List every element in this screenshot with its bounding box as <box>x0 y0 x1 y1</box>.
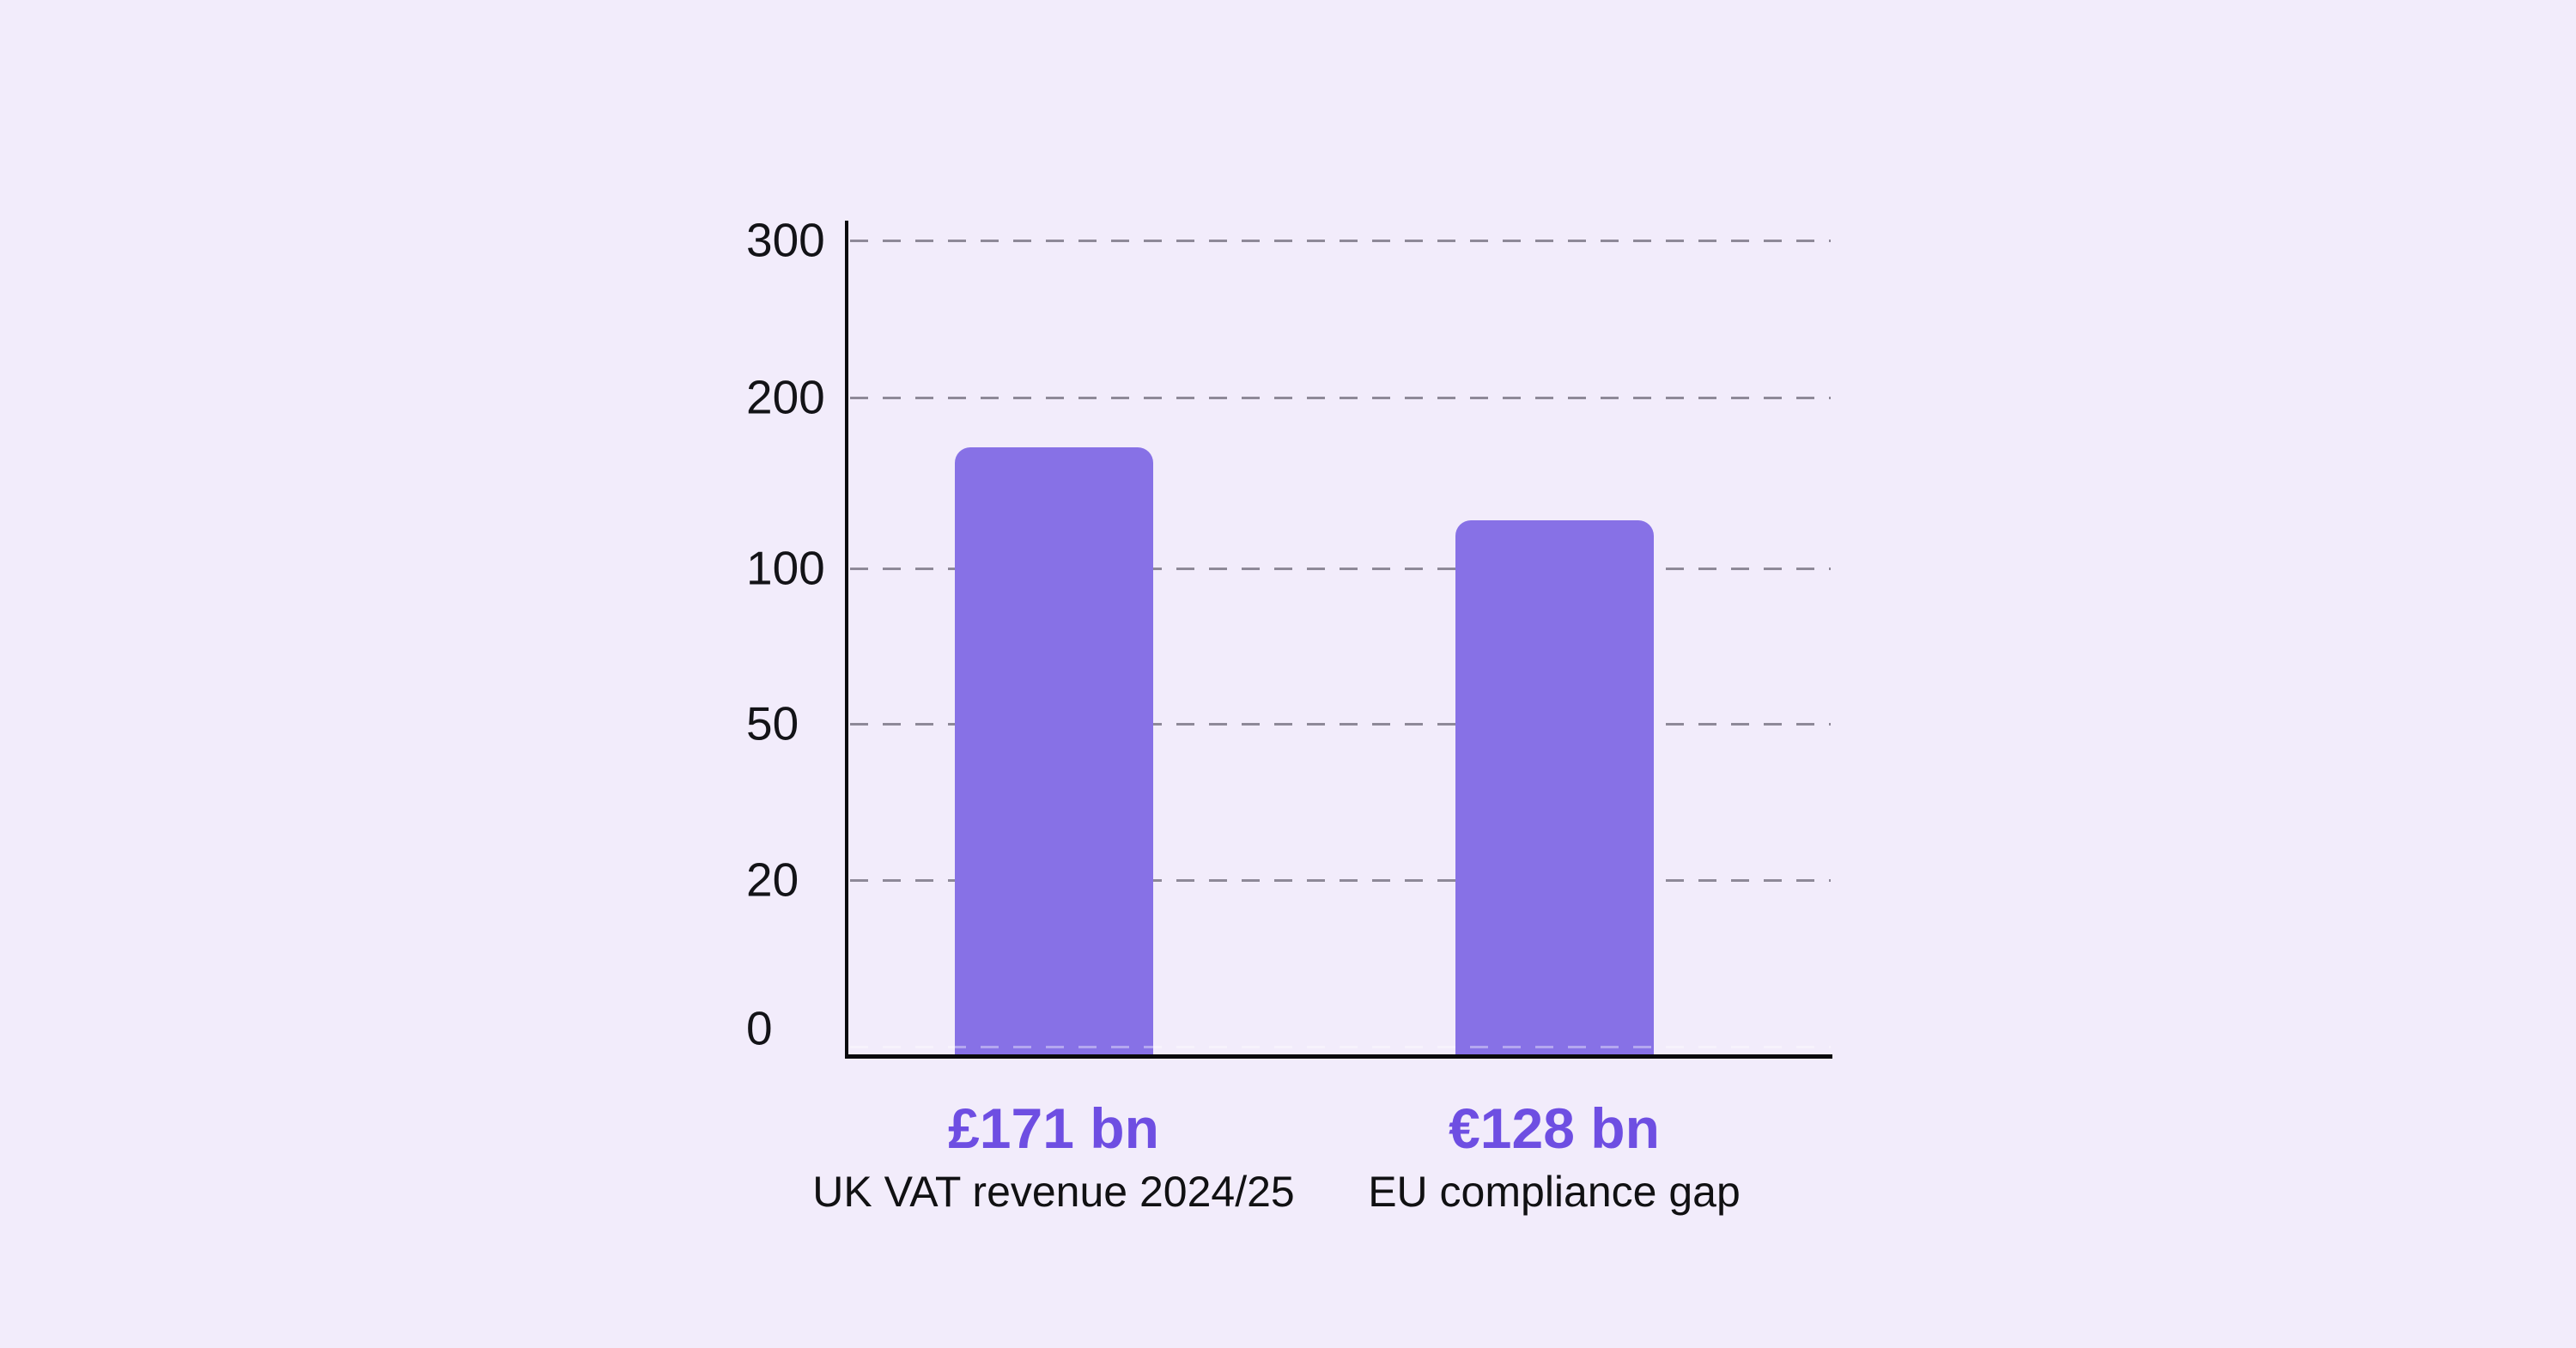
gridline-200 <box>850 396 1831 399</box>
gridline-300 <box>850 239 1831 242</box>
y-tick-label-300: 300 <box>746 213 825 267</box>
bar-category-label-1: UK VAT revenue 2024/25 <box>812 1168 1295 1216</box>
y-tick-label-200: 200 <box>746 370 825 424</box>
gridline-50 <box>850 722 1831 726</box>
bar-category-label-2: EU compliance gap <box>1368 1168 1741 1216</box>
zero-dash-overlay <box>850 1046 1831 1048</box>
bar-1 <box>954 446 1153 1055</box>
gridline-100 <box>850 567 1831 570</box>
y-tick-label-20: 20 <box>746 853 799 907</box>
y-axis-line <box>845 221 848 1059</box>
x-axis-line <box>845 1054 1832 1059</box>
bar-value-label-2: €128 bn <box>1449 1096 1660 1160</box>
y-tick-label-0: 0 <box>746 1001 773 1055</box>
gridline-20 <box>850 878 1831 882</box>
bar-2 <box>1455 520 1654 1055</box>
bar-value-label-1: £171 bn <box>948 1096 1159 1160</box>
y-tick-label-50: 50 <box>746 696 799 750</box>
y-tick-label-100: 100 <box>746 541 825 595</box>
